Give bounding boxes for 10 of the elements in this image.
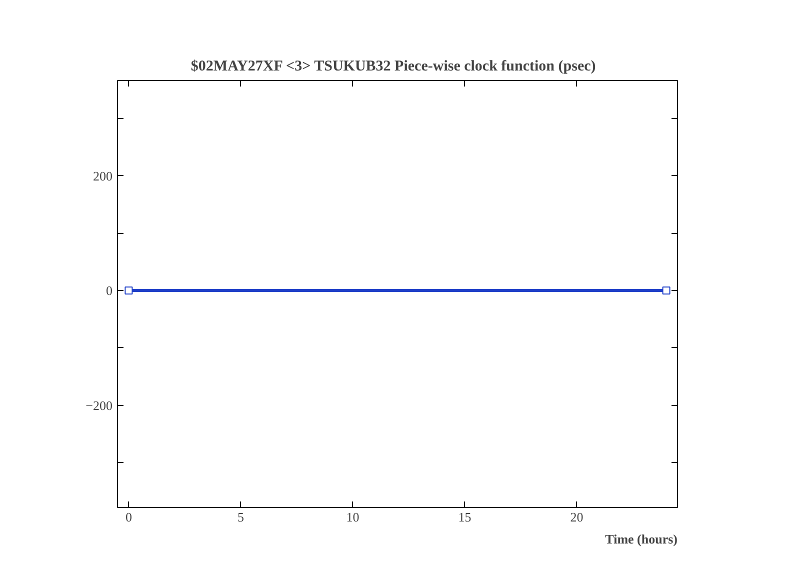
y-tick-label: −200 <box>86 398 113 413</box>
x-tick-label: 0 <box>125 510 132 524</box>
y-tick-label: 0 <box>106 283 112 298</box>
x-axis-title: Time (hours) <box>605 532 678 546</box>
x-tick-label: 10 <box>346 510 360 524</box>
y-tick-label: 200 <box>93 168 112 184</box>
x-tick-label: 15 <box>458 510 472 524</box>
x-tick-label: 20 <box>570 510 584 524</box>
chart-title: $02MAY27XF <3> TSUKUB32 Piece-wise clock function (psec) <box>190 58 596 74</box>
x-tick-label: 5 <box>237 510 244 524</box>
